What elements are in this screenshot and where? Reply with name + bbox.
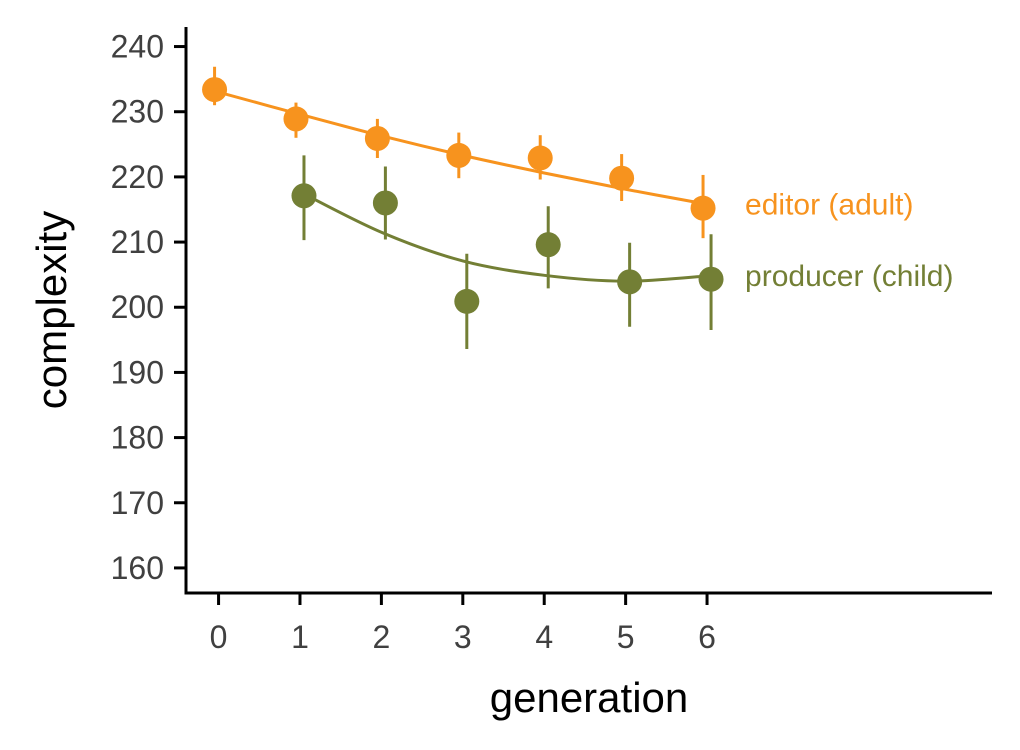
x-tick-label: 5 bbox=[617, 619, 635, 655]
x-tick-label: 0 bbox=[210, 619, 228, 655]
y-tick-label: 200 bbox=[111, 289, 164, 325]
data-point bbox=[291, 183, 317, 209]
y-axis: 160 170 180 190 200 210 220 230 240 bbox=[111, 27, 188, 594]
series-label: editor (adult) bbox=[745, 188, 913, 221]
y-tick-label: 160 bbox=[111, 550, 164, 586]
series-producer: producer (child) bbox=[291, 155, 953, 349]
x-axis: 0 1 2 3 4 5 6 bbox=[184, 591, 992, 655]
x-axis-title: generation bbox=[490, 674, 689, 721]
data-point bbox=[698, 266, 724, 292]
data-point bbox=[283, 106, 309, 132]
x-tick-label: 4 bbox=[535, 619, 553, 655]
x-tick-label: 2 bbox=[372, 619, 390, 655]
y-axis-title: complexity bbox=[28, 211, 75, 409]
x-ticks: 0 1 2 3 4 5 6 bbox=[210, 593, 716, 655]
data-point bbox=[202, 77, 228, 103]
data-point bbox=[527, 145, 553, 171]
y-tick-label: 170 bbox=[111, 485, 164, 521]
y-tick-label: 220 bbox=[111, 159, 164, 195]
x-tick-label: 1 bbox=[291, 619, 309, 655]
y-tick-label: 190 bbox=[111, 354, 164, 390]
y-ticks: 160 170 180 190 200 210 220 230 240 bbox=[111, 29, 186, 586]
series-editor: editor (adult) bbox=[202, 66, 913, 239]
data-point bbox=[372, 190, 398, 216]
fit-line bbox=[299, 190, 708, 283]
y-tick-label: 240 bbox=[111, 29, 164, 65]
data-point bbox=[609, 165, 635, 191]
data-point bbox=[364, 125, 390, 151]
x-tick-label: 6 bbox=[698, 619, 716, 655]
plot-area: editor (adult) producer (child) bbox=[202, 66, 953, 349]
data-point bbox=[446, 142, 472, 168]
data-point bbox=[535, 232, 561, 258]
data-point bbox=[454, 288, 480, 314]
y-tick-label: 210 bbox=[111, 224, 164, 260]
data-point bbox=[690, 195, 716, 221]
y-tick-label: 230 bbox=[111, 94, 164, 130]
y-tick-label: 180 bbox=[111, 420, 164, 456]
series-label: producer (child) bbox=[745, 260, 953, 293]
x-tick-label: 3 bbox=[454, 619, 472, 655]
data-point bbox=[617, 269, 643, 295]
